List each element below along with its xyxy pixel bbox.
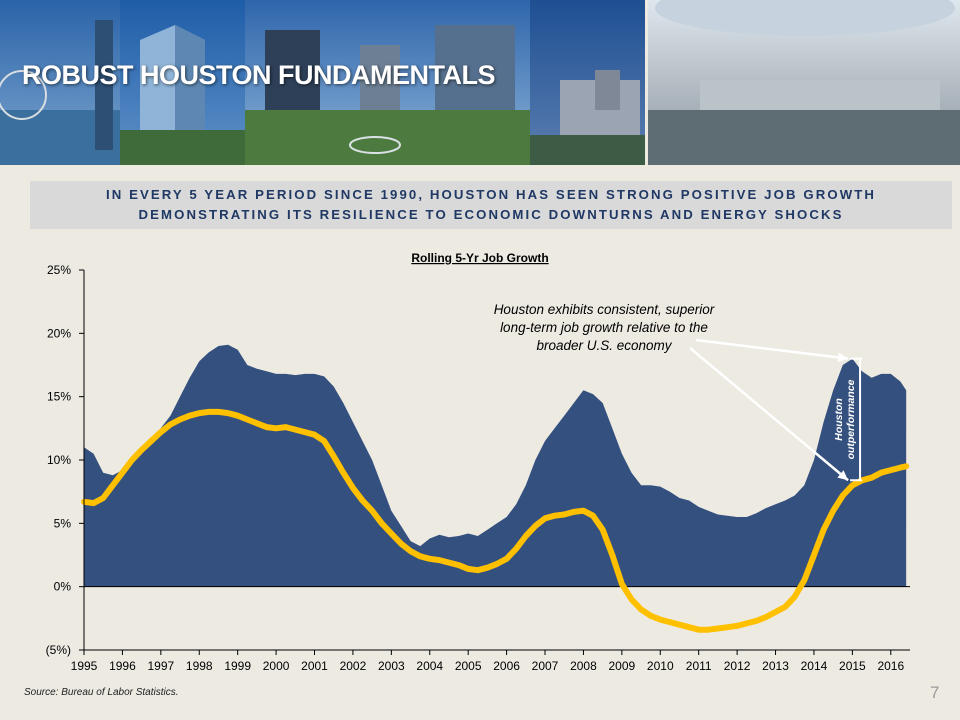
houston-series-area <box>84 344 907 587</box>
x-tick-label: 1998 <box>186 659 213 673</box>
x-tick-label: 1996 <box>109 659 136 673</box>
slide-title: ROBUST HOUSTON FUNDAMENTALS <box>22 60 496 90</box>
y-axis: (5%) 0% 5% 10% 15% 20% 25% <box>46 263 85 657</box>
y-tick-label: 20% <box>47 326 71 340</box>
y-tick-label: 5% <box>54 516 72 530</box>
callout-arrow-top <box>695 338 849 360</box>
annotations: Houston outperformance Houston exhibits co… <box>494 302 863 482</box>
x-tick-label: 2010 <box>647 659 674 673</box>
us-series-line <box>81 408 910 633</box>
callout-text-line: Houston exhibits consistent, superior <box>494 302 715 317</box>
job-growth-chart: Rolling 5-Yr Job Growth (5%) 0% 5% 10% 15% 20… <box>46 251 910 673</box>
bracket-label: Houston outperformance <box>833 379 857 459</box>
x-tick-label: 2009 <box>609 659 636 673</box>
subtitle-banner: IN EVERY 5 YEAR PERIOD SINCE 1990, HOUST… <box>30 181 952 229</box>
x-tick-label: 2015 <box>839 659 866 673</box>
page-number: 7 <box>930 683 940 702</box>
x-tick-label: 1995 <box>71 659 98 673</box>
x-tick-label: 2012 <box>724 659 751 673</box>
x-tick-label: 2007 <box>532 659 559 673</box>
header-photo-banner: ROBUST HOUSTON FUNDAMENTALS <box>0 0 960 165</box>
callout-text-line: long-term job growth relative to the <box>500 320 708 335</box>
arrowhead-bottom <box>837 470 849 481</box>
x-tick-label: 2008 <box>570 659 597 673</box>
y-tick-label: 15% <box>47 390 71 404</box>
callout-text-line: broader U.S. economy <box>536 338 672 353</box>
x-tick-label: 2000 <box>263 659 290 673</box>
x-tick-label: 2011 <box>686 659 712 673</box>
x-tick-label: 1999 <box>224 659 251 673</box>
chart-title: Rolling 5-Yr Job Growth <box>411 251 548 265</box>
source-note: Source: Bureau of Labor Statistics. <box>24 687 179 698</box>
x-tick-label: 2003 <box>378 659 405 673</box>
plot-area <box>81 344 910 633</box>
bracket-label-line: outperformance <box>845 379 857 459</box>
x-tick-label: 2013 <box>762 659 789 673</box>
x-axis: 1995 1996 1997 1998 1999 2000 2001 2002 2003 2004… <box>71 649 910 673</box>
x-tick-label: 2016 <box>877 659 904 673</box>
x-tick-label: 2001 <box>301 659 328 673</box>
x-tick-label: 2004 <box>416 659 443 673</box>
photo-office-campus <box>245 0 530 165</box>
x-tick-label: 2005 <box>455 659 482 673</box>
x-tick-label: 1997 <box>147 659 174 673</box>
subtitle-line-2: DEMONSTRATING ITS RESILIENCE TO ECONOMIC… <box>138 207 844 222</box>
x-tick-label: 2014 <box>801 659 828 673</box>
photo-dusk-building <box>530 0 645 165</box>
y-tick-label: 25% <box>47 263 71 277</box>
y-tick-label: 10% <box>47 453 71 467</box>
photo-glass-tower <box>120 0 245 165</box>
y-tick-label: (5%) <box>46 643 71 657</box>
photo-skyline-reflection <box>0 0 120 165</box>
y-tick-label: 0% <box>54 580 72 594</box>
x-tick-label: 2002 <box>340 659 367 673</box>
bracket-label-line: Houston <box>833 398 845 441</box>
callout-arrow-bottom <box>689 347 849 482</box>
x-tick-label: 2006 <box>493 659 520 673</box>
arrowhead-top <box>837 352 849 363</box>
subtitle-line-1: IN EVERY 5 YEAR PERIOD SINCE 1990, HOUST… <box>105 187 877 202</box>
photo-atrium-cafe <box>648 0 960 165</box>
